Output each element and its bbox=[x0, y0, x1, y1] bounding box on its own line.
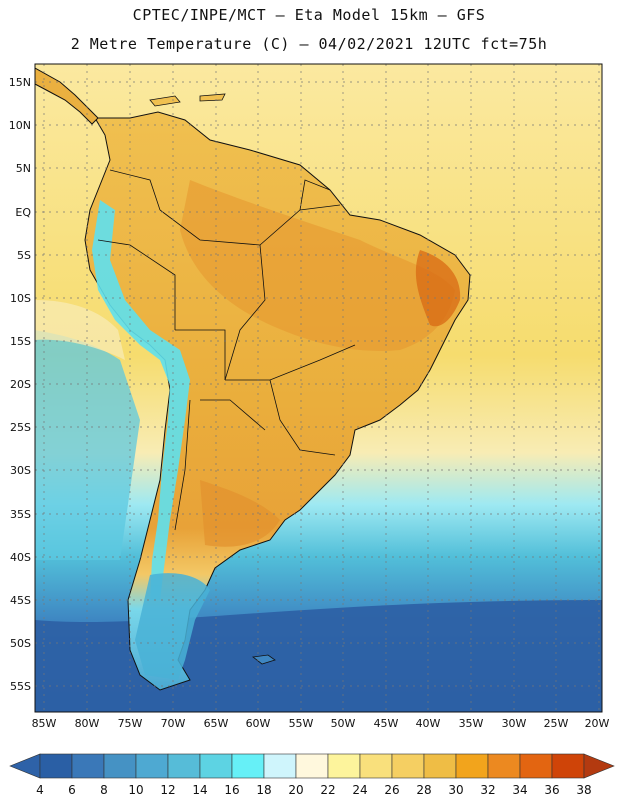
caribbean-island bbox=[149, 95, 181, 107]
hottest-zone bbox=[415, 250, 461, 327]
lon-label: 70W bbox=[161, 717, 186, 730]
lat-label: 55S bbox=[10, 680, 31, 693]
colorbar-segment bbox=[455, 753, 489, 779]
pacific-cool-zone bbox=[35, 330, 140, 560]
colorbar-segment bbox=[71, 753, 105, 779]
lon-label: 50W bbox=[331, 717, 356, 730]
colorbar-label: 26 bbox=[384, 783, 400, 797]
colorbar-segment bbox=[391, 753, 425, 779]
colorbar-high-arrow bbox=[583, 753, 615, 779]
lon-label: 35W bbox=[459, 717, 484, 730]
colorbar-label: 10 bbox=[128, 783, 144, 797]
lon-label: 25W bbox=[544, 717, 569, 730]
lon-label: 60W bbox=[246, 717, 271, 730]
colorbar-segment bbox=[39, 753, 73, 779]
lat-label: 45S bbox=[10, 594, 31, 607]
lat-label: 10N bbox=[9, 119, 31, 132]
andes-cold-strip bbox=[92, 200, 190, 600]
colorbar-segment bbox=[135, 753, 169, 779]
colorbar-segment bbox=[231, 753, 265, 779]
lat-label: 5N bbox=[16, 162, 31, 175]
colorbar-segment bbox=[103, 753, 137, 779]
country-borders bbox=[97, 169, 356, 531]
colorbar-label: 18 bbox=[256, 783, 272, 797]
lat-label: 30S bbox=[10, 464, 31, 477]
colorbar-segment bbox=[167, 753, 201, 779]
lat-label: 5S bbox=[17, 249, 31, 262]
colorbar-label: 20 bbox=[288, 783, 304, 797]
lat-label: 15S bbox=[10, 335, 31, 348]
colorbar-label: 28 bbox=[416, 783, 432, 797]
colorbar-label: 4 bbox=[36, 783, 44, 797]
colorbar-label: 34 bbox=[512, 783, 528, 797]
map-frame bbox=[34, 63, 603, 713]
lat-label: 25S bbox=[10, 421, 31, 434]
pacific-mild-zone bbox=[35, 300, 125, 360]
hot-interior-zone bbox=[180, 180, 455, 351]
lat-label: 10S bbox=[10, 292, 31, 305]
colorbar-segment bbox=[551, 753, 585, 779]
colorbar-label: 14 bbox=[192, 783, 208, 797]
colorbar bbox=[9, 753, 615, 779]
lon-label: 40W bbox=[416, 717, 441, 730]
colorbar-segment bbox=[327, 753, 361, 779]
latitude-labels: 15N 10N 5N EQ 5S 10S 15S 20S 25S 30S 35S… bbox=[9, 76, 32, 693]
colorbar-segment bbox=[519, 753, 553, 779]
colorbar-label: 12 bbox=[160, 783, 176, 797]
lat-label: 50S bbox=[10, 637, 31, 650]
colorbar-label: 32 bbox=[480, 783, 496, 797]
lat-label: 20S bbox=[10, 378, 31, 391]
longitude-labels: 85W 80W 75W 70W 65W 60W 55W 50W 45W 40W … bbox=[32, 717, 610, 730]
colorbar-segment bbox=[295, 753, 329, 779]
lon-label: 20W bbox=[585, 717, 610, 730]
lat-lon-grid bbox=[35, 64, 602, 712]
map-title-line1: CPTEC/INPE/MCT – Eta Model 15km – GFS bbox=[132, 6, 486, 24]
map-title-line2: 2 Metre Temperature (C) – 04/02/2021 12U… bbox=[70, 35, 548, 53]
caribbean-island bbox=[199, 93, 226, 102]
colorbar-label: 30 bbox=[448, 783, 464, 797]
colorbar-label: 8 bbox=[100, 783, 108, 797]
colorbar-segment bbox=[423, 753, 457, 779]
lon-label: 65W bbox=[204, 717, 229, 730]
lat-label: 35S bbox=[10, 508, 31, 521]
lon-label: 85W bbox=[32, 717, 57, 730]
colorbar-label: 38 bbox=[576, 783, 592, 797]
lon-label: 80W bbox=[75, 717, 100, 730]
colorbar-low-arrow bbox=[9, 753, 41, 779]
colorbar-label: 24 bbox=[352, 783, 368, 797]
lon-label: 55W bbox=[289, 717, 314, 730]
falkland-islands bbox=[252, 654, 276, 665]
colorbar-label: 22 bbox=[320, 783, 336, 797]
colorbar-segment bbox=[487, 753, 521, 779]
argentina-warm-zone bbox=[200, 480, 280, 547]
colorbar-label: 16 bbox=[224, 783, 240, 797]
lon-label: 75W bbox=[118, 717, 143, 730]
lon-label: 45W bbox=[374, 717, 399, 730]
colorbar-segment bbox=[199, 753, 233, 779]
colorbar-segment bbox=[263, 753, 297, 779]
lon-label: 30W bbox=[502, 717, 527, 730]
colorbar-label: 6 bbox=[68, 783, 76, 797]
colorbar-label: 36 bbox=[544, 783, 560, 797]
lat-label: EQ bbox=[15, 206, 31, 219]
colorbar-segment bbox=[359, 753, 393, 779]
lat-label: 15N bbox=[9, 76, 31, 89]
patagonia-cool-zone bbox=[135, 573, 210, 680]
lat-label: 40S bbox=[10, 551, 31, 564]
